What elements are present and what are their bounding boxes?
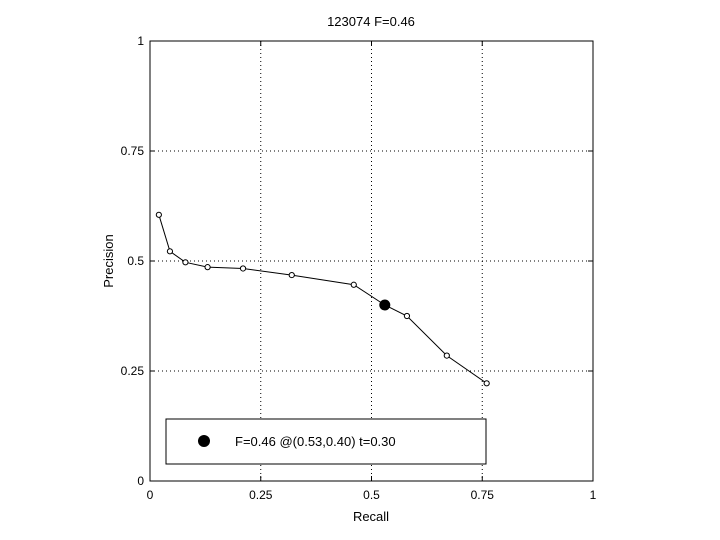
legend-marker (198, 435, 210, 447)
data-point (166, 248, 174, 255)
chart-title: 123074 F=0.46 (327, 14, 415, 29)
data-point (155, 211, 162, 218)
ticks: 0 0.25 0.5 0.75 1 0 0.25 0.5 0.75 1 (121, 34, 597, 502)
y-tick-label: 0.75 (121, 144, 145, 158)
series-line (158, 214, 487, 384)
best-f-point (379, 299, 391, 311)
data-point (350, 281, 357, 288)
data-point (443, 352, 450, 359)
data-point (288, 271, 295, 279)
legend-box (165, 418, 487, 465)
legend: F=0.46 @(0.53,0.40) t=0.30 (165, 418, 487, 465)
x-tick-label: 0 (147, 488, 154, 502)
y-tick-label: 0 (137, 474, 144, 488)
legend-label: F=0.46 @(0.53,0.40) t=0.30 (235, 434, 396, 449)
y-axis-label: Precision (101, 234, 116, 287)
x-tick-label: 0.5 (363, 488, 380, 502)
data-point (182, 259, 189, 266)
x-axis-label: Recall (353, 509, 389, 524)
y-tick-label: 1 (137, 34, 144, 48)
grid (150, 41, 593, 481)
y-tick-label: 0.5 (127, 254, 144, 268)
data-point (204, 264, 211, 271)
x-tick-label: 1 (590, 488, 597, 502)
x-tick-label: 0.25 (249, 488, 273, 502)
series-layer (155, 211, 490, 387)
x-tick-label: 0.75 (471, 488, 495, 502)
data-point (403, 312, 411, 320)
data-point (483, 380, 490, 387)
y-tick-label: 0.25 (121, 364, 145, 378)
data-point (239, 265, 247, 272)
